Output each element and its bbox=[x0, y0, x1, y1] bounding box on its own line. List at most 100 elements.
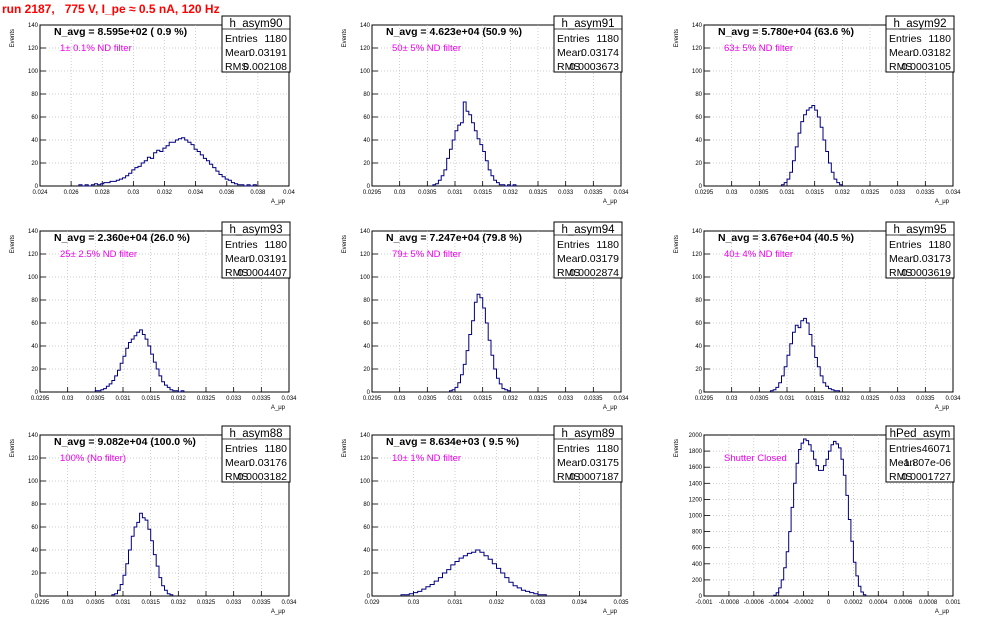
x-tick-label: 0.031 bbox=[115, 600, 131, 606]
stats-key: Entries bbox=[225, 33, 258, 45]
stats-key: Mean bbox=[889, 253, 915, 265]
x-tick-label: 0.03 bbox=[62, 396, 74, 402]
stats-value: 0.03173 bbox=[913, 253, 951, 265]
stats-value: 1180 bbox=[928, 33, 951, 45]
stats-box bbox=[553, 15, 623, 73]
stats-value: 0.002108 bbox=[243, 61, 287, 73]
histogram-series bbox=[78, 137, 257, 187]
x-tick-label: 0.0315 bbox=[473, 396, 492, 402]
x-tick-label: 0.0305 bbox=[418, 396, 437, 402]
x-tick-label: 0.0002 bbox=[844, 600, 863, 606]
x-axis-label: A_μp bbox=[271, 609, 286, 615]
x-tick-label: 0.033 bbox=[890, 190, 906, 196]
y-tick-label: 0 bbox=[699, 594, 703, 600]
stats-key: RMS bbox=[225, 471, 248, 483]
stats-value: 1180 bbox=[928, 239, 951, 251]
stats-value: 0.0007187 bbox=[569, 471, 619, 483]
y-tick-label: 80 bbox=[695, 92, 702, 98]
y-axis-label: Events bbox=[674, 439, 680, 457]
y-tick-label: 120 bbox=[28, 252, 39, 258]
x-axis-label: A_μp bbox=[935, 609, 950, 615]
x-tick-label: 0.03 bbox=[394, 396, 406, 402]
stats-key: Mean bbox=[889, 47, 915, 59]
y-tick-label: 140 bbox=[692, 23, 703, 29]
x-tick-label: 0.0008 bbox=[919, 600, 938, 606]
y-tick-label: 20 bbox=[363, 161, 370, 167]
y-tick-label: 2000 bbox=[689, 433, 703, 439]
y-tick-label: 80 bbox=[363, 502, 370, 508]
stats-value: 0.0001727 bbox=[901, 471, 951, 483]
stats-key: Mean bbox=[557, 457, 583, 469]
y-tick-label: 40 bbox=[31, 138, 38, 144]
histogram-svg: 0.0295 0.03 0.0305 0.031 0.0315 0.032 0.0325 0.… bbox=[674, 221, 961, 411]
y-tick-label: 0 bbox=[35, 594, 39, 600]
y-axis-label: Events bbox=[342, 29, 348, 47]
y-tick-label: 20 bbox=[363, 571, 370, 577]
x-tick-label: 0.033 bbox=[530, 600, 546, 606]
stats-key: Mean bbox=[557, 47, 583, 59]
y-tick-label: 60 bbox=[695, 321, 702, 327]
x-tick-label: 0.03 bbox=[726, 396, 738, 402]
stats-box bbox=[221, 425, 291, 483]
x-tick-label: 0.0325 bbox=[197, 396, 216, 402]
x-tick-label: 0.0004 bbox=[869, 600, 888, 606]
histogram-pad-h-asym89: 0.029 0.03 0.031 0.032 0.033 0.034 0.035 0 20 40 6… bbox=[332, 422, 664, 622]
x-tick-label: 0.0305 bbox=[86, 600, 105, 606]
run-title: run 2187, 775 V, I_pe ≈ 0.5 nA, 120 Hz bbox=[2, 2, 220, 16]
y-tick-label: 20 bbox=[31, 161, 38, 167]
histogram-svg: 0.0295 0.03 0.0305 0.031 0.0315 0.032 0.0325 0.… bbox=[10, 425, 297, 615]
stats-key: RMS bbox=[557, 61, 580, 73]
x-tick-label: 0.033 bbox=[558, 190, 574, 196]
y-tick-label: 80 bbox=[31, 502, 38, 508]
stats-value: 0.03179 bbox=[581, 253, 619, 265]
x-tick-label: 0.031 bbox=[447, 190, 463, 196]
y-tick-label: 60 bbox=[31, 525, 38, 531]
stats-value: 1180 bbox=[596, 33, 619, 45]
stats-value: 1180 bbox=[596, 239, 619, 251]
y-tick-label: 80 bbox=[363, 298, 370, 304]
y-tick-label: 100 bbox=[360, 69, 371, 75]
stats-value: 0.03174 bbox=[581, 47, 619, 59]
stats-value: 1180 bbox=[264, 239, 287, 251]
y-tick-label: 400 bbox=[692, 562, 703, 568]
stats-box bbox=[221, 15, 291, 73]
navg-label: N_avg = 2.360e+04 (26.0 %) bbox=[54, 232, 190, 244]
filter-note: 25± 2.5% ND filter bbox=[60, 249, 137, 260]
y-tick-label: 20 bbox=[695, 367, 702, 373]
x-tick-label: 0.029 bbox=[364, 600, 380, 606]
stats-key: RMS bbox=[889, 61, 912, 73]
x-tick-label: 0.0325 bbox=[529, 190, 548, 196]
y-tick-label: 40 bbox=[695, 138, 702, 144]
histogram-pad-h-asym94: 0.0295 0.03 0.0305 0.031 0.0315 0.032 0.0325 0.… bbox=[332, 218, 664, 418]
filter-note: 79± 5% ND filter bbox=[392, 249, 461, 260]
x-tick-label: 0.0325 bbox=[197, 600, 216, 606]
x-tick-label: 0.034 bbox=[613, 396, 629, 402]
x-tick-label: 0.033 bbox=[890, 396, 906, 402]
histogram-svg: 0.029 0.03 0.031 0.032 0.033 0.034 0.035 0 20 40 6… bbox=[342, 425, 629, 615]
y-axis-label: Events bbox=[10, 439, 16, 457]
x-tick-label: 0.0295 bbox=[31, 396, 50, 402]
x-tick-label: 0.0315 bbox=[805, 396, 824, 402]
y-tick-label: 100 bbox=[360, 479, 371, 485]
y-tick-label: 140 bbox=[360, 433, 371, 439]
y-tick-label: 40 bbox=[31, 344, 38, 350]
x-tick-label: -0.0008 bbox=[719, 600, 740, 606]
x-tick-label: 0.0325 bbox=[529, 396, 548, 402]
filter-note: 63± 5% ND filter bbox=[724, 43, 793, 54]
histogram-pad-h-asym92: 0.0295 0.03 0.0305 0.031 0.0315 0.032 0.0325 0.… bbox=[664, 12, 996, 212]
stats-title: h_asym89 bbox=[561, 428, 614, 440]
x-tick-label: 0.0335 bbox=[252, 396, 271, 402]
y-tick-label: 0 bbox=[699, 390, 703, 396]
x-tick-label: 0.0335 bbox=[916, 190, 935, 196]
x-tick-label: 0.032 bbox=[835, 396, 851, 402]
x-tick-label: -0.0004 bbox=[769, 600, 790, 606]
y-tick-label: 20 bbox=[31, 571, 38, 577]
y-axis-label: Events bbox=[342, 439, 348, 457]
x-tick-label: 0.032 bbox=[171, 396, 187, 402]
x-tick-label: -0.0006 bbox=[744, 600, 765, 606]
y-tick-label: 120 bbox=[28, 46, 39, 52]
histogram-pad-h-asym93: 0.0295 0.03 0.0305 0.031 0.0315 0.032 0.0325 0.… bbox=[0, 218, 332, 418]
x-tick-label: 0.034 bbox=[281, 396, 297, 402]
y-tick-label: 80 bbox=[695, 298, 702, 304]
navg-label: N_avg = 8.595e+02 ( 0.9 %) bbox=[54, 26, 187, 38]
